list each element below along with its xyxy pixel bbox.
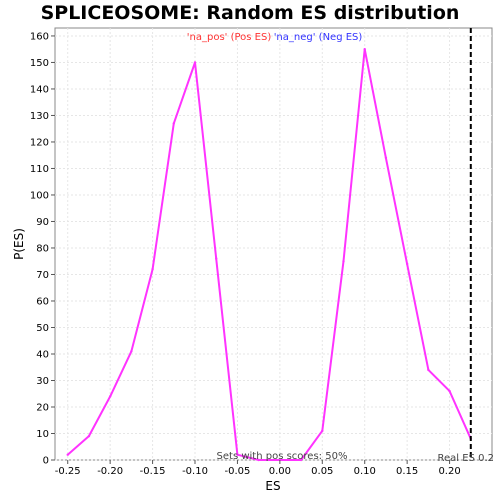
data-point	[130, 350, 133, 353]
y-tick-label: 70	[36, 270, 49, 281]
data-point	[257, 458, 260, 462]
x-tick-label: -0.20	[97, 466, 123, 477]
data-point	[193, 61, 197, 64]
y-tick-label: 160	[30, 31, 49, 42]
legend: 'na_pos' (Pos ES)'na_neg' (Neg ES)	[187, 32, 363, 43]
data-point	[236, 453, 239, 456]
x-tick-label: 0.20	[438, 466, 460, 477]
series-group	[66, 48, 472, 462]
data-point	[405, 262, 409, 266]
series-line	[67, 48, 472, 461]
x-tick-label: 0.05	[311, 466, 333, 477]
y-tick-label: 150	[30, 58, 49, 69]
legend-entry-pos: 'na_pos' (Pos ES)	[187, 32, 272, 43]
chart-title: SPLICEOSOME: Random ES distribution	[41, 2, 460, 24]
x-tick-label: 0.00	[269, 466, 291, 477]
y-tick-label: 60	[36, 296, 49, 307]
x-tick-label: -0.05	[224, 466, 250, 477]
x-tick-label: 0.15	[396, 466, 418, 477]
y-tick-label: 50	[36, 323, 49, 334]
y-tick-label: 90	[36, 217, 49, 228]
data-point	[448, 389, 451, 393]
y-axis-label: P(ES)	[12, 228, 26, 260]
y-tick-label: 130	[30, 111, 49, 122]
x-tick-label: -0.15	[140, 466, 166, 477]
data-point	[427, 368, 430, 372]
y-tick-label: 110	[30, 164, 49, 175]
y-axis-ticks: 0 10 20 30 40 50 60 70 80 90 100 110 120 130 140 150 160	[30, 31, 55, 467]
legend-entry-neg: 'na_neg' (Neg ES)	[274, 32, 363, 43]
data-point	[384, 156, 388, 160]
data-point	[172, 122, 175, 125]
y-tick-label: 40	[36, 349, 49, 360]
y-tick-label: 10	[36, 429, 49, 440]
x-tick-label: -0.10	[182, 466, 208, 477]
y-tick-label: 100	[30, 190, 49, 201]
y-tick-label: 120	[30, 137, 49, 148]
data-point	[299, 458, 303, 462]
y-tick-label: 140	[30, 84, 49, 95]
plot-area	[54, 27, 493, 461]
data-point	[87, 434, 91, 438]
data-point	[321, 429, 324, 433]
data-point	[215, 257, 218, 260]
x-axis-label: ES	[265, 479, 280, 493]
x-tick-label: -0.25	[55, 466, 81, 477]
y-tick-label: 20	[36, 402, 49, 413]
y-tick-label: 30	[36, 376, 49, 387]
data-point	[151, 267, 154, 271]
y-tick-label: 80	[36, 243, 49, 254]
data-point	[108, 395, 112, 398]
pos-scores-annotation: Sets with pos scores: 50%	[217, 451, 348, 462]
data-point	[363, 48, 366, 51]
real-es-label: Real ES 0.2	[438, 453, 494, 464]
y-tick-label: 0	[43, 456, 49, 467]
x-tick-label: 0.10	[354, 466, 376, 477]
data-point	[342, 260, 345, 263]
data-point	[66, 453, 69, 456]
x-axis-ticks: -0.25 -0.20 -0.15 -0.10 -0.05 0.00 0.05 0.10 0.1…	[55, 460, 461, 477]
real-es-marker: Real ES 0.2	[438, 28, 494, 464]
